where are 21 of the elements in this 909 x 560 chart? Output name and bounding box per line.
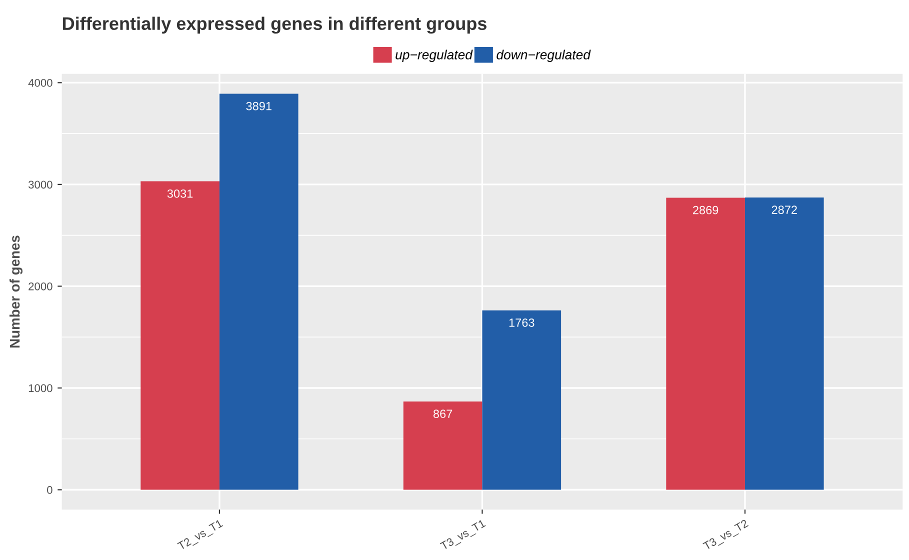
- y-tick-label: 3000: [28, 180, 52, 189]
- data-label: 1763: [509, 318, 534, 327]
- data-label: 867: [433, 410, 452, 418]
- legend-label: up−regulated: [396, 50, 473, 62]
- data-label: 2869: [693, 206, 718, 214]
- y-tick-label: 4000: [28, 78, 52, 87]
- bar: [140, 181, 220, 490]
- bar: [403, 402, 482, 490]
- bar: [666, 198, 745, 490]
- bar: [219, 94, 298, 490]
- data-label: 2872: [772, 206, 797, 214]
- y-tick-label: 2000: [28, 282, 52, 290]
- chart-title: Differentially expressed genes in different groups: [63, 16, 486, 34]
- bar: [482, 310, 562, 490]
- bar: [744, 197, 824, 490]
- data-label: 3891: [246, 102, 272, 110]
- y-axis-title: Number of genes: [10, 236, 23, 348]
- legend-label: down−regulated: [496, 50, 591, 62]
- data-label: 3031: [167, 189, 193, 198]
- y-tick-label: 0: [47, 486, 52, 494]
- y-tick-label: 1000: [28, 384, 52, 392]
